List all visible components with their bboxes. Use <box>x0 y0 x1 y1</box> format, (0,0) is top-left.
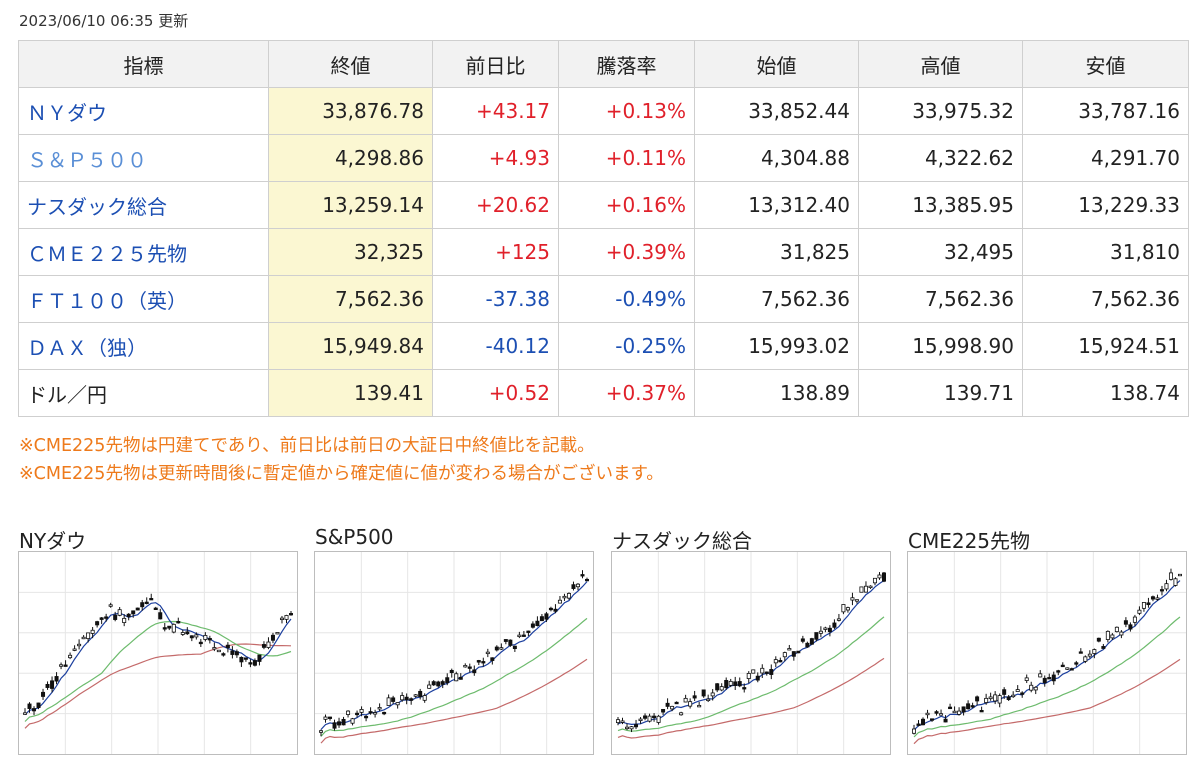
rate-value: -0.25% <box>558 322 695 370</box>
footnote-cme-update: ※CME225先物は更新時間後に暫定値から確定値に値が変わる場合がございます。 <box>19 464 664 484</box>
table-row: ＮＹダウ 33,876.78 +43.17 +0.13% 33,852.44 3… <box>18 87 1189 135</box>
high-value: 15,998.90 <box>858 322 1023 370</box>
table-row: ＣＭＥ２２５先物 32,325 +125 +0.39% 31,825 32,49… <box>18 228 1189 276</box>
change-value: +0.52 <box>432 369 559 417</box>
candlestick-chart <box>19 552 297 754</box>
chart-thumbnail-nydow[interactable] <box>18 551 298 755</box>
table-row: ＦＴ１００（英） 7,562.36 -37.38 -0.49% 7,562.36… <box>18 275 1189 323</box>
header-open: 始値 <box>694 40 859 88</box>
index-link-cme225[interactable]: ＣＭＥ２２５先物 <box>18 228 269 276</box>
open-value: 4,304.88 <box>694 134 859 182</box>
rate-value: +0.13% <box>558 87 695 135</box>
index-link-sp500[interactable]: Ｓ＆Ｐ５００ <box>18 134 269 182</box>
close-value: 139.41 <box>268 369 433 417</box>
chart-title-sp500: S&P500 <box>315 525 394 549</box>
footnotes: ※CME225先物は円建てであり、前日比は前日の大証日中終値比を記載。 ※CME… <box>19 432 664 488</box>
close-value: 33,876.78 <box>268 87 433 135</box>
low-value: 4,291.70 <box>1022 134 1189 182</box>
high-value: 7,562.36 <box>858 275 1023 323</box>
table-header-row: 指標 終値 前日比 騰落率 始値 高値 安値 <box>18 40 1189 88</box>
high-value: 4,322.62 <box>858 134 1023 182</box>
change-value: -40.12 <box>432 322 559 370</box>
change-value: -37.38 <box>432 275 559 323</box>
change-value: +43.17 <box>432 87 559 135</box>
open-value: 13,312.40 <box>694 181 859 229</box>
open-value: 33,852.44 <box>694 87 859 135</box>
index-link-nasdaq[interactable]: ナスダック総合 <box>18 181 269 229</box>
chart-thumbnail-sp500[interactable] <box>314 551 594 755</box>
index-link-ft100[interactable]: ＦＴ１００（英） <box>18 275 269 323</box>
index-link-dax[interactable]: ＤＡＸ（独） <box>18 322 269 370</box>
close-value: 4,298.86 <box>268 134 433 182</box>
header-close: 終値 <box>268 40 433 88</box>
low-value: 15,924.51 <box>1022 322 1189 370</box>
low-value: 138.74 <box>1022 369 1189 417</box>
high-value: 139.71 <box>858 369 1023 417</box>
high-value: 32,495 <box>858 228 1023 276</box>
footnote-cme-yen: ※CME225先物は円建てであり、前日比は前日の大証日中終値比を記載。 <box>19 436 595 456</box>
index-link-nydow[interactable]: ＮＹダウ <box>18 87 269 135</box>
chart-title-cme225: CME225先物 <box>908 529 1031 553</box>
open-value: 31,825 <box>694 228 859 276</box>
candlestick-chart <box>315 552 593 754</box>
header-rate: 騰落率 <box>558 40 695 88</box>
candlestick-chart <box>612 552 890 754</box>
rate-value: +0.11% <box>558 134 695 182</box>
close-value: 7,562.36 <box>268 275 433 323</box>
header-indicator: 指標 <box>18 40 269 88</box>
candlestick-chart <box>908 552 1186 754</box>
updated-timestamp: 2023/06/10 06:35 更新 <box>19 12 189 30</box>
change-value: +20.62 <box>432 181 559 229</box>
header-change: 前日比 <box>432 40 559 88</box>
rate-value: +0.16% <box>558 181 695 229</box>
close-value: 32,325 <box>268 228 433 276</box>
chart-title-nydow: NYダウ <box>19 529 87 553</box>
header-high: 高値 <box>858 40 1023 88</box>
close-value: 13,259.14 <box>268 181 433 229</box>
open-value: 138.89 <box>694 369 859 417</box>
chart-thumbnail-cme225[interactable] <box>907 551 1187 755</box>
table-row: ＤＡＸ（独） 15,949.84 -40.12 -0.25% 15,993.02… <box>18 322 1189 370</box>
chart-title-nasdaq: ナスダック総合 <box>612 529 752 553</box>
change-value: +125 <box>432 228 559 276</box>
low-value: 7,562.36 <box>1022 275 1189 323</box>
table-row: ナスダック総合 13,259.14 +20.62 +0.16% 13,312.4… <box>18 181 1189 229</box>
index-label-usdjpy: ドル／円 <box>18 369 269 417</box>
table-row: ドル／円 139.41 +0.52 +0.37% 138.89 139.71 1… <box>18 369 1189 417</box>
table-row: Ｓ＆Ｐ５００ 4,298.86 +4.93 +0.11% 4,304.88 4,… <box>18 134 1189 182</box>
low-value: 13,229.33 <box>1022 181 1189 229</box>
open-value: 7,562.36 <box>694 275 859 323</box>
low-value: 33,787.16 <box>1022 87 1189 135</box>
high-value: 13,385.95 <box>858 181 1023 229</box>
market-index-table: 指標 終値 前日比 騰落率 始値 高値 安値 ＮＹダウ 33,876.78 +4… <box>18 40 1189 417</box>
low-value: 31,810 <box>1022 228 1189 276</box>
chart-thumbnail-nasdaq[interactable] <box>611 551 891 755</box>
rate-value: +0.37% <box>558 369 695 417</box>
change-value: +4.93 <box>432 134 559 182</box>
open-value: 15,993.02 <box>694 322 859 370</box>
close-value: 15,949.84 <box>268 322 433 370</box>
rate-value: -0.49% <box>558 275 695 323</box>
high-value: 33,975.32 <box>858 87 1023 135</box>
rate-value: +0.39% <box>558 228 695 276</box>
header-low: 安値 <box>1022 40 1189 88</box>
